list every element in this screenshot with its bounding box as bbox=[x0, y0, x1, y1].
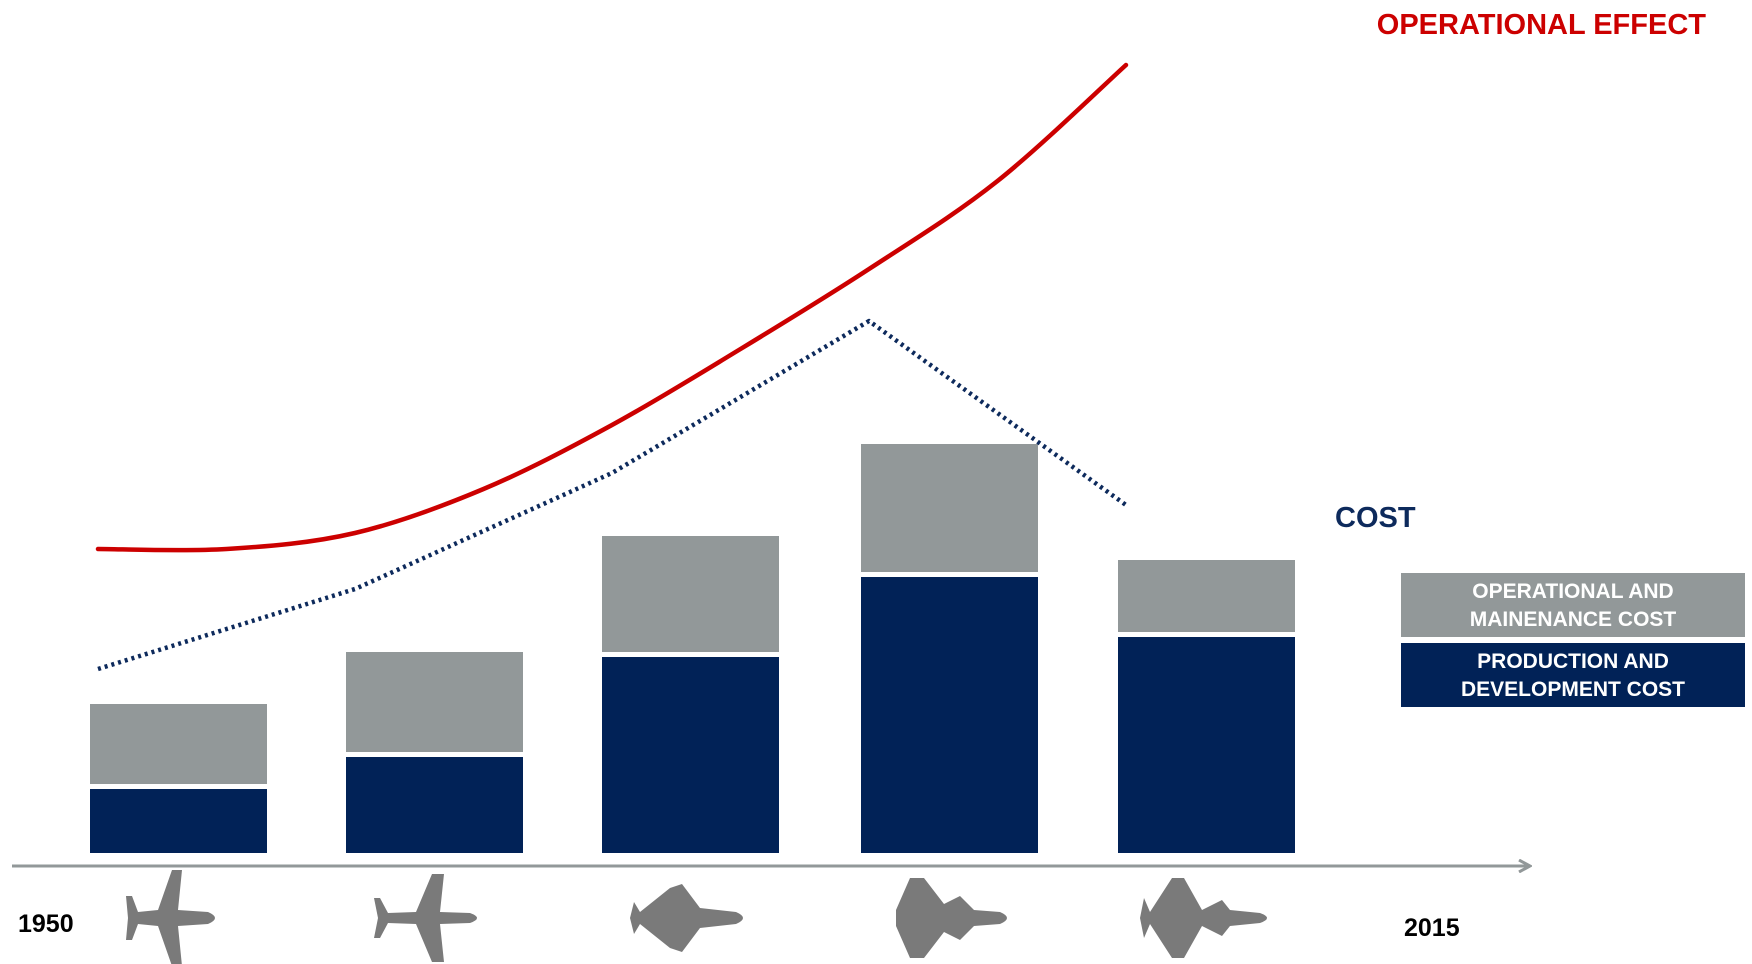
bars-group bbox=[90, 444, 1295, 853]
operational-effect-label: OPERATIONAL EFFECT bbox=[1377, 9, 1706, 41]
aircraft-2-icon bbox=[374, 874, 477, 962]
bar-production-5 bbox=[1118, 637, 1295, 853]
bar-production-2 bbox=[346, 757, 523, 853]
bar-production-1 bbox=[90, 789, 267, 853]
legend-production-text: PRODUCTION AND bbox=[1477, 650, 1669, 673]
legend-production-swatch bbox=[1401, 643, 1745, 707]
legend: OPERATIONAL AND MAINENANCE COST PRODUCTION… bbox=[1401, 573, 1745, 707]
lines-group bbox=[95, 62, 1129, 672]
cost-label: COST bbox=[1335, 502, 1416, 534]
line-labels-group: OPERATIONAL EFFECT COST bbox=[1335, 9, 1706, 534]
bar-operational-4 bbox=[861, 444, 1038, 572]
x-axis-end-label: 2015 bbox=[1404, 914, 1460, 942]
aircraft-1-icon bbox=[126, 870, 215, 964]
bar-production-4 bbox=[861, 577, 1038, 853]
operational-effect-line bbox=[95, 62, 1129, 553]
aircraft-5-icon bbox=[1140, 878, 1267, 958]
bar-operational-3 bbox=[602, 536, 779, 652]
bar-operational-5 bbox=[1118, 560, 1295, 632]
aircraft-4-icon bbox=[896, 878, 1007, 958]
aircraft-3-icon bbox=[630, 884, 743, 952]
bar-production-3 bbox=[602, 657, 779, 853]
bar-operational-1 bbox=[90, 704, 267, 784]
legend-operational-text: MAINENANCE COST bbox=[1470, 608, 1677, 631]
x-axis-start-label: 1950 bbox=[18, 910, 74, 938]
legend-operational-text: OPERATIONAL AND bbox=[1472, 580, 1673, 603]
legend-production-text: DEVELOPMENT COST bbox=[1461, 678, 1685, 701]
aircraft-icons-group bbox=[126, 870, 1267, 964]
legend-operational-swatch bbox=[1401, 573, 1745, 637]
bar-operational-2 bbox=[346, 652, 523, 752]
